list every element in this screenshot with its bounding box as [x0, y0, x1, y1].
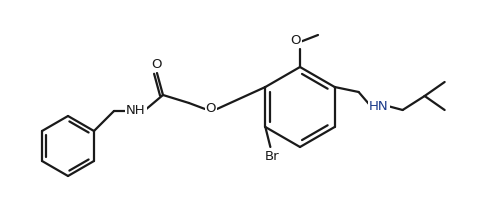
Text: NH: NH — [126, 104, 146, 117]
Text: O: O — [205, 103, 216, 116]
Text: Br: Br — [264, 150, 279, 162]
Text: O: O — [290, 34, 301, 46]
Text: HN: HN — [368, 100, 388, 113]
Text: O: O — [151, 58, 162, 70]
